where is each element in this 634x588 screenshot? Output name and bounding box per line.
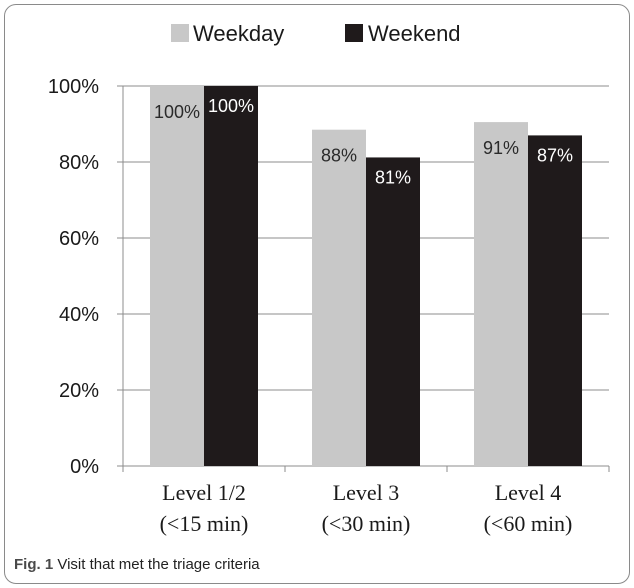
bar-weekday-3 bbox=[474, 122, 528, 466]
y-tick-label: 80% bbox=[59, 152, 99, 174]
x-category-sublabel: (<30 min) bbox=[322, 511, 411, 536]
bar-weekday-1 bbox=[150, 86, 204, 466]
x-category-label: Level 1/2 bbox=[162, 480, 246, 505]
data-label: 100% bbox=[208, 96, 254, 116]
y-tick-label: 0% bbox=[70, 456, 99, 478]
legend-label-weekday: Weekday bbox=[193, 21, 284, 46]
x-category-sublabel: (<60 min) bbox=[484, 511, 573, 536]
data-label: 87% bbox=[537, 145, 573, 165]
legend-swatch-weekday bbox=[171, 24, 189, 42]
x-category-label: Level 3 bbox=[333, 480, 400, 505]
data-label: 100% bbox=[154, 102, 200, 122]
y-tick-label: 100% bbox=[48, 76, 99, 98]
data-label: 91% bbox=[483, 138, 519, 158]
figure-caption: Fig. 1 Visit that met the triage criteri… bbox=[14, 556, 260, 573]
data-label: 81% bbox=[375, 167, 411, 187]
legend-swatch-weekend bbox=[345, 24, 363, 42]
caption-text: Visit that met the triage criteria bbox=[57, 556, 260, 573]
x-category-label: Level 4 bbox=[495, 480, 562, 505]
y-tick-label: 40% bbox=[59, 304, 99, 326]
bar-weekend-2 bbox=[366, 157, 420, 466]
bar-weekday-2 bbox=[312, 129, 366, 466]
legend-label-weekend: Weekend bbox=[368, 21, 461, 46]
x-category-sublabel: (<15 min) bbox=[160, 511, 249, 536]
caption-label: Fig. 1 bbox=[14, 556, 54, 573]
bar-weekend-3 bbox=[528, 135, 582, 466]
y-tick-label: 60% bbox=[59, 228, 99, 250]
data-label: 88% bbox=[321, 146, 357, 166]
y-tick-label: 20% bbox=[59, 380, 99, 402]
bar-weekend-1 bbox=[204, 86, 258, 466]
